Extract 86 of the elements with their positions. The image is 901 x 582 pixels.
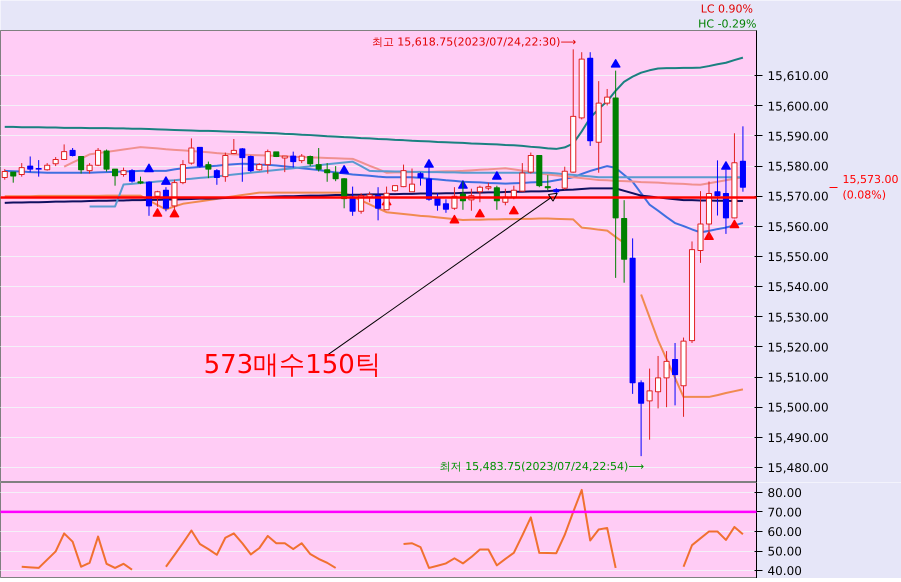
candlestick — [188, 138, 194, 166]
candlestick — [655, 355, 662, 409]
candlestick — [239, 148, 246, 182]
candlestick — [714, 160, 721, 216]
candlestick — [316, 148, 322, 172]
candlestick — [222, 152, 228, 182]
candlestick — [214, 168, 220, 186]
point — [720, 161, 731, 170]
point — [144, 163, 154, 172]
point — [474, 208, 485, 218]
annotation: 573매수150틱 — [204, 350, 381, 380]
candlestick — [86, 162, 93, 174]
candlestick — [78, 156, 84, 174]
annotation: HC -0.29% — [698, 18, 757, 30]
candlestick — [519, 162, 526, 192]
candlestick — [442, 198, 449, 214]
annotation: 최고 15,618.75(2023/07/24,22:30)⟶ — [372, 35, 576, 48]
y-tick-label: 15,560.00 — [768, 220, 829, 234]
candlestick — [664, 350, 670, 408]
y-tick-label: 15,500.00 — [768, 400, 829, 415]
candlestick — [104, 149, 110, 172]
candlestick — [36, 160, 42, 178]
y-tick-label: 70.00 — [768, 505, 802, 520]
candlestick — [112, 168, 118, 186]
candlestick — [27, 156, 34, 173]
candlestick — [196, 146, 203, 168]
candlestick — [544, 174, 551, 191]
candlestick — [672, 342, 678, 406]
candlestick — [638, 380, 644, 457]
point — [449, 214, 460, 224]
candlestick — [290, 151, 296, 168]
candlestick — [205, 161, 212, 179]
candlestick — [408, 168, 416, 192]
y-tick-label: 15,550.00 — [768, 250, 829, 264]
candlestick — [95, 148, 102, 167]
text: LC 0.90% — [700, 2, 754, 16]
line-series — [4, 56, 744, 150]
y-tick-label: 40.00 — [768, 564, 802, 578]
y-tick-label: 15,530.00 — [768, 310, 829, 324]
candlestick — [248, 155, 254, 173]
candlestick — [332, 166, 339, 182]
candlestick — [350, 186, 356, 216]
y-tick-label: 15,610.00 — [768, 69, 829, 84]
candlestick — [2, 168, 8, 180]
y-tick-label: 15,580.00 — [768, 160, 829, 174]
candlestick — [180, 160, 186, 185]
point — [508, 206, 519, 214]
text: 15,573.00 (0.08%) — [842, 172, 898, 202]
point — [492, 170, 502, 180]
point — [339, 164, 350, 174]
candlestick — [52, 156, 59, 167]
y-tick-label: 15,590.00 — [768, 129, 829, 144]
point — [152, 208, 162, 217]
candlestick — [230, 138, 237, 155]
y-tick-label: 80.00 — [768, 486, 802, 500]
candlestick — [120, 167, 127, 178]
point — [169, 208, 180, 218]
y-tick-label: 15,510.00 — [768, 370, 829, 385]
y-tick-label: 15,480.00 — [768, 460, 829, 475]
y-tick-label: 15,600.00 — [768, 99, 829, 114]
candlestick — [10, 172, 16, 184]
candlestick — [604, 88, 610, 106]
annotation: 최저 15,483.75(2023/07/24,22:54)⟶ — [440, 460, 644, 474]
y-tick-label: 15,490.00 — [768, 430, 829, 445]
candlestick — [282, 156, 288, 173]
point — [160, 176, 171, 185]
candlestick — [264, 149, 271, 174]
candlestick — [646, 368, 653, 440]
candlestick — [307, 155, 314, 167]
point — [610, 58, 621, 68]
candlestick — [298, 154, 305, 164]
y-tick-label: 50.00 — [768, 544, 802, 559]
y-tick-label: 15,570.00 — [768, 190, 829, 204]
candlestick — [562, 166, 568, 190]
candlestick — [400, 164, 407, 188]
candlestick — [476, 185, 483, 203]
y-tick-label: 15,520.00 — [768, 340, 829, 354]
candlestick — [324, 162, 330, 182]
candlestick — [128, 168, 136, 184]
y-tick-label: 60.00 — [768, 524, 802, 539]
candlestick — [417, 172, 424, 186]
candlestick — [18, 162, 25, 178]
candlestick — [61, 144, 68, 161]
point — [729, 219, 740, 228]
y-tick-label: 15,540.00 — [768, 280, 829, 294]
candlestick — [528, 152, 534, 174]
